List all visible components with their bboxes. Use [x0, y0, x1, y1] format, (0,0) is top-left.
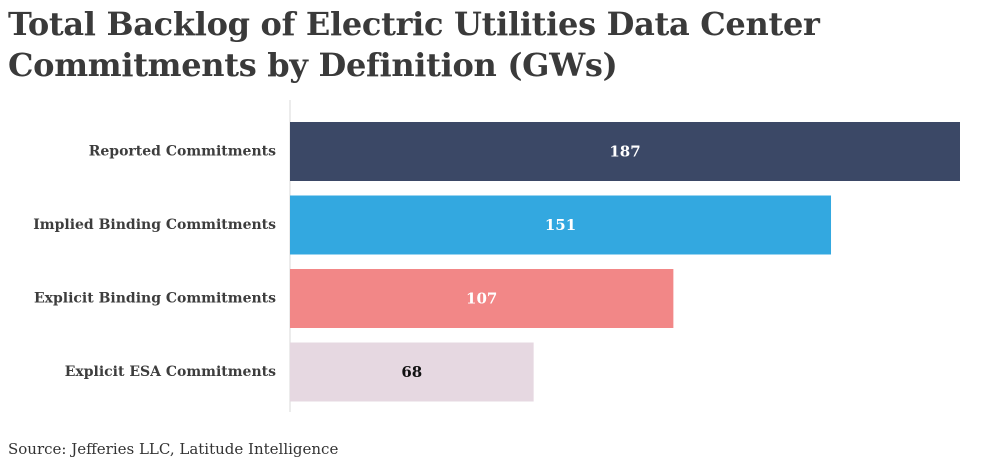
chart-canvas: Reported Commitments 187 Implied Binding C…	[33, 100, 960, 412]
category-label-3: Explicit Binding Commitments	[34, 291, 276, 307]
bar-chart: Reported Commitments 187 Implied Binding C…	[0, 100, 983, 420]
value-label-4: 68	[401, 363, 422, 381]
bar-2	[290, 195, 832, 255]
source-note: Source: Jefferies LLC, Latitude Intellig…	[8, 440, 339, 458]
chart-title: Total Backlog of Electric Utilities Data…	[8, 5, 820, 84]
value-label-2: 151	[545, 216, 576, 234]
bar-4	[290, 342, 534, 402]
bar-1	[290, 122, 960, 181]
value-label-1: 187	[609, 143, 640, 161]
value-label-3: 107	[466, 290, 497, 308]
bar-3	[290, 269, 674, 328]
category-label-4: Explicit ESA Commitments	[65, 364, 276, 380]
category-label-2: Implied Binding Commitments	[33, 217, 276, 233]
category-label-1: Reported Commitments	[89, 144, 276, 160]
